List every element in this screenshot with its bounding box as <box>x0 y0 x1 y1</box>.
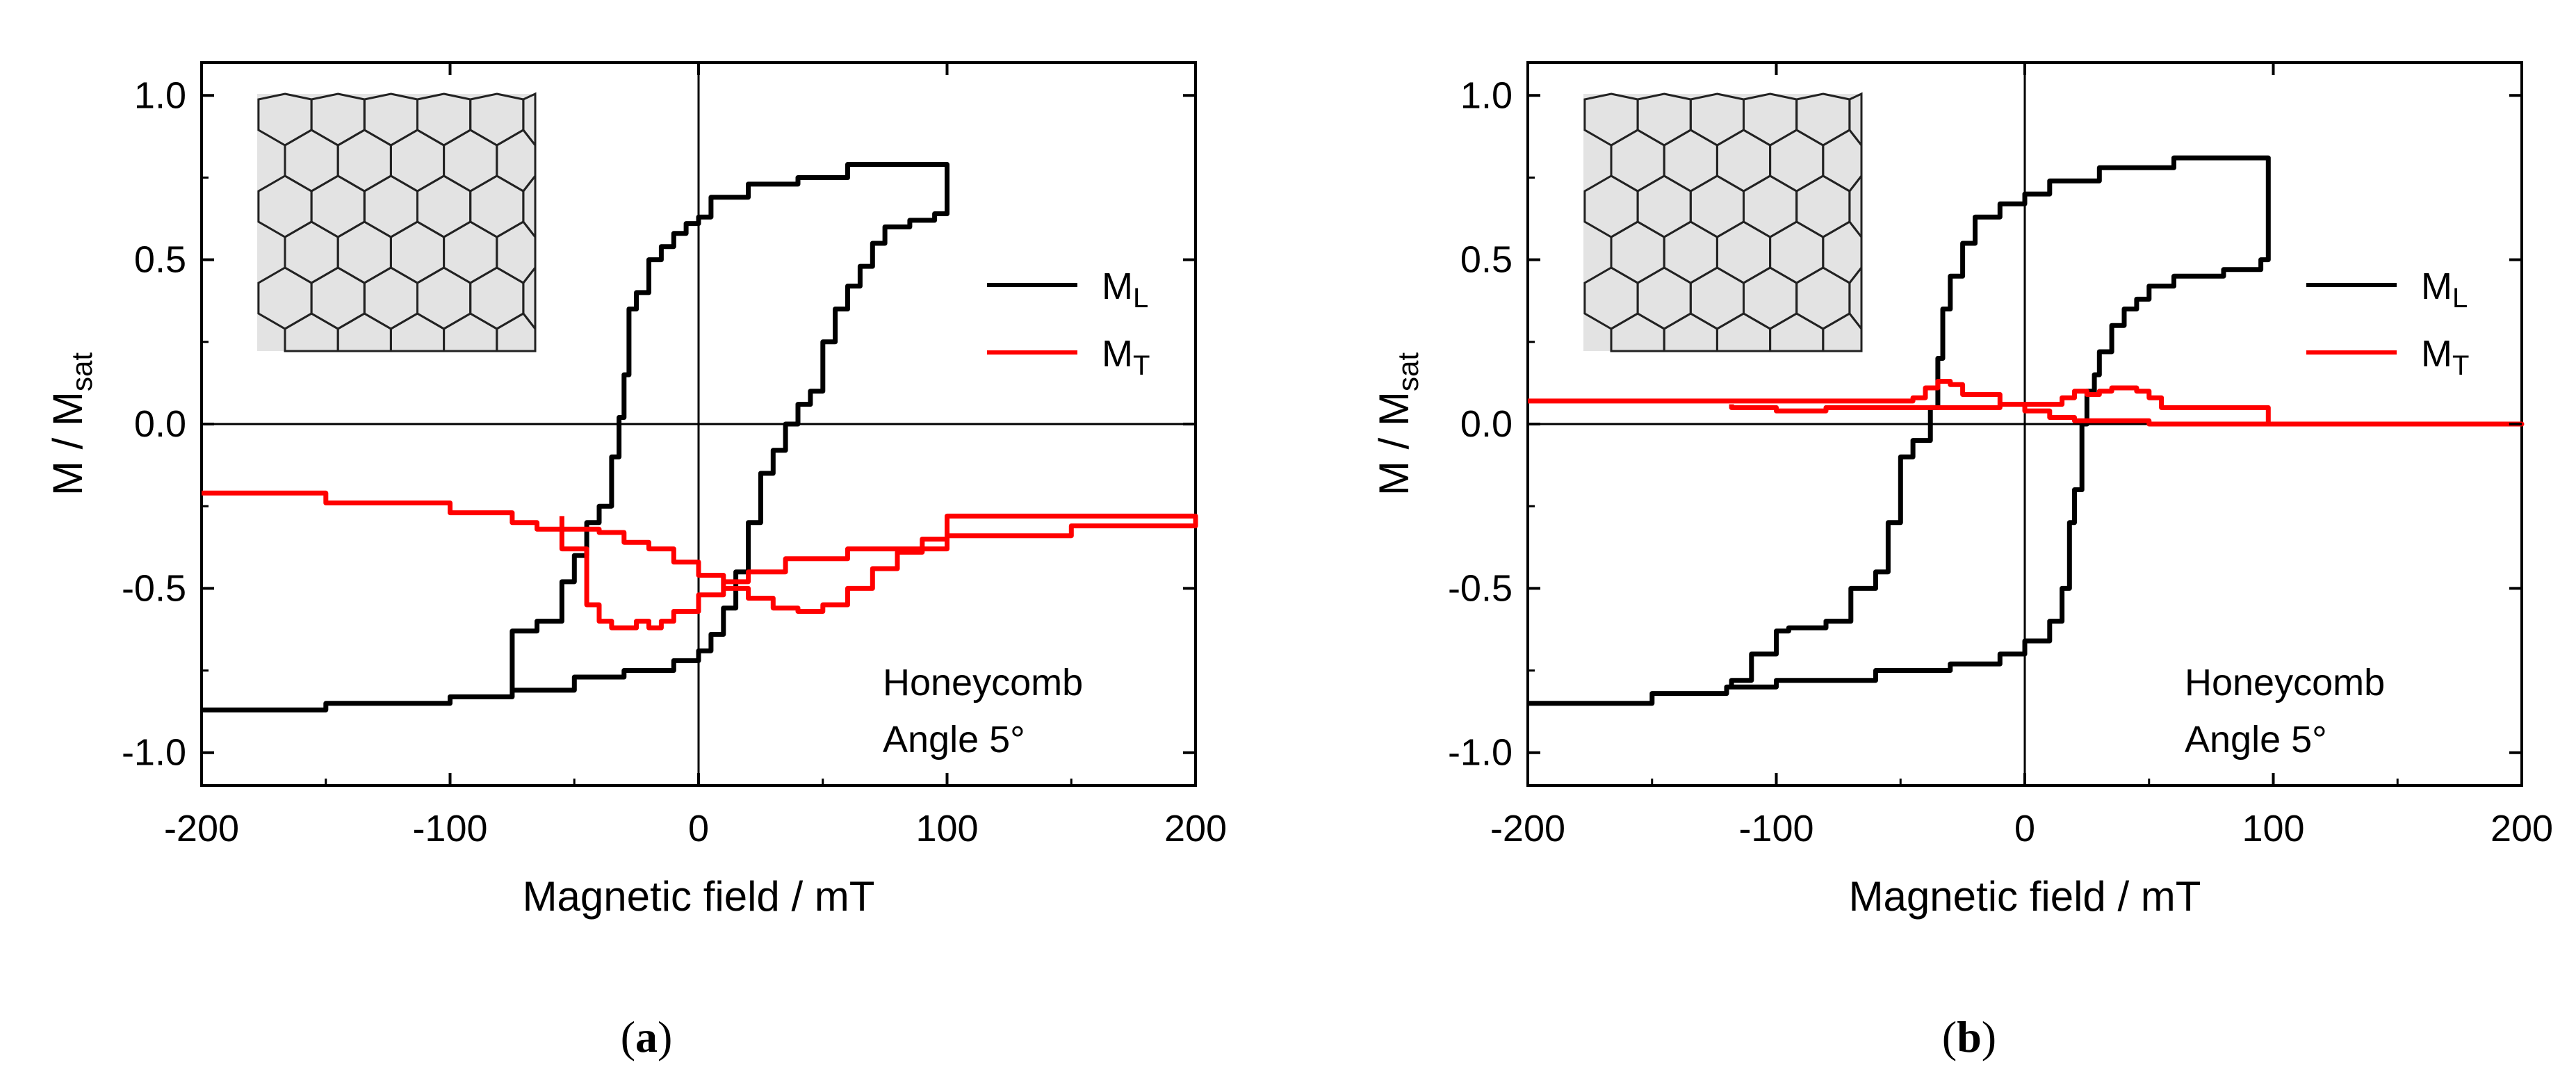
y-axis-label: M / Msat <box>1371 352 1424 496</box>
caption-letter-b: b <box>1957 1012 1982 1061</box>
legend: ML MT <box>987 266 1150 381</box>
annotation-line-2: Angle 5° <box>2185 719 2327 760</box>
chart-b: -200 -100 0 100 200 -1.0 -0.5 0.0 0.5 1.0 Magneti… <box>1371 61 2553 920</box>
x-tick-label: 0 <box>2014 808 2035 849</box>
series-line-ml <box>1528 155 2271 706</box>
caption-b: (b) <box>1941 1012 1997 1061</box>
tick-labels: -200 -100 0 100 200 -1.0 -0.5 0.0 0.5 1.0 <box>122 74 1227 849</box>
y-tick-label: 0.0 <box>1460 403 1513 445</box>
y-tick-label: -0.5 <box>122 567 186 609</box>
y-tick-label: -1.0 <box>122 732 186 774</box>
tick-marks <box>200 63 1197 786</box>
legend-label-ml: ML <box>2421 266 2468 314</box>
series-line-ml <box>202 162 949 713</box>
y-tick-label: 1.0 <box>1460 74 1513 116</box>
legend-label-ml-main: M <box>2421 266 2452 307</box>
x-tick-label: -200 <box>164 808 239 849</box>
legend-label-mt-main: M <box>2421 333 2452 375</box>
x-tick-label: 200 <box>2491 808 2553 849</box>
x-tick-label: -100 <box>1738 808 1813 849</box>
x-tick-label: -100 <box>412 808 487 849</box>
annotation-line-2: Angle 5° <box>883 719 1025 760</box>
y-tick-label: 1.0 <box>134 74 186 116</box>
panel-a: -200 -100 0 100 200 -1.0 -0.5 0.0 0.5 1.0 Magneti… <box>44 61 1227 1061</box>
annotation-line-1: Honeycomb <box>883 662 1083 703</box>
y-tick-label: 0.0 <box>134 403 186 445</box>
y-tick-label: 0.5 <box>134 239 186 281</box>
inset-background <box>257 94 535 351</box>
y-tick-label: -0.5 <box>1448 567 1513 609</box>
honeycomb-cell <box>496 312 537 352</box>
caption-letter-a: a <box>635 1012 658 1061</box>
inset-background <box>1583 94 1861 351</box>
tick-labels: -200 -100 0 100 200 -1.0 -0.5 0.0 0.5 1.0 <box>1448 74 2553 849</box>
x-axis-label: Magnetic field / mT <box>1849 873 2201 920</box>
y-axis-label-sub: sat <box>1392 352 1424 391</box>
legend-label-mt: MT <box>1102 333 1150 381</box>
series-line-mt <box>202 490 1198 631</box>
legend-label-mt-main: M <box>1102 333 1133 375</box>
legend-label-ml-main: M <box>1102 266 1133 307</box>
honeycomb-cell <box>1822 312 1863 352</box>
tick-marks <box>1526 63 2523 786</box>
y-axis-label-main: M / M <box>44 391 91 496</box>
legend-label-mt: MT <box>2421 333 2469 381</box>
inset-honeycomb <box>257 92 537 352</box>
chart-a: -200 -100 0 100 200 -1.0 -0.5 0.0 0.5 1.0 Magneti… <box>44 61 1227 920</box>
panel-b: -200 -100 0 100 200 -1.0 -0.5 0.0 0.5 1.0 Magneti… <box>1288 0 2576 1090</box>
legend-label-ml: ML <box>1102 266 1148 314</box>
y-axis-label-main: M / M <box>1371 391 1417 496</box>
y-axis-label: M / Msat <box>44 352 98 496</box>
x-axis-label: Magnetic field / mT <box>523 873 875 920</box>
x-tick-label: 200 <box>1164 808 1227 849</box>
x-tick-label: 100 <box>915 808 978 849</box>
annotation-line-1: Honeycomb <box>2185 662 2385 703</box>
y-tick-label: -1.0 <box>1448 732 1513 774</box>
x-tick-label: 0 <box>688 808 709 849</box>
legend-label-mt-sub: T <box>1133 350 1150 381</box>
caption-a: (a) <box>620 1012 673 1061</box>
legend-label-mt-sub: T <box>2452 350 2469 381</box>
inset-honeycomb <box>1583 92 1863 352</box>
series-line-mt <box>1528 379 2525 427</box>
series-group <box>1528 155 2525 706</box>
y-tick-label: 0.5 <box>1460 239 1513 281</box>
y-axis-label-sub: sat <box>65 352 98 391</box>
zero-lines <box>202 63 1196 786</box>
legend: ML MT <box>2306 266 2469 381</box>
x-tick-label: -200 <box>1490 808 1565 849</box>
legend-label-ml-sub: L <box>2452 283 2468 314</box>
legend-label-ml-sub: L <box>1133 283 1148 314</box>
x-tick-label: 100 <box>2242 808 2304 849</box>
series-group <box>202 162 1198 713</box>
